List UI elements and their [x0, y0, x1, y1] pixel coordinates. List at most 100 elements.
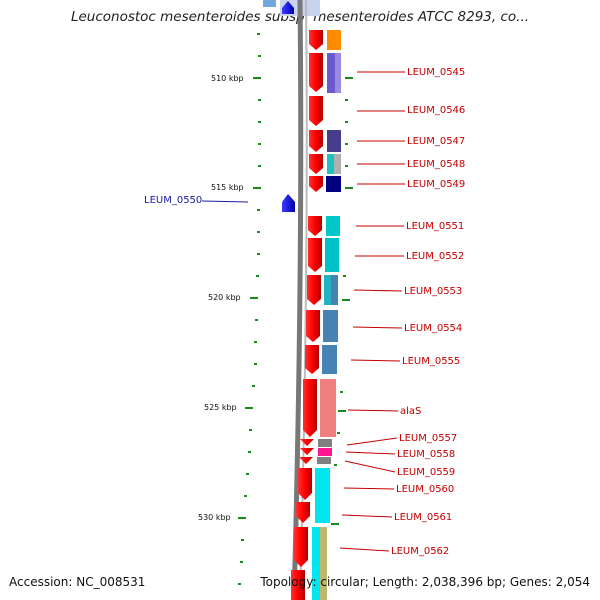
accession-text: Accession: NC_008531	[9, 575, 146, 589]
reverse-gene-top	[282, 1, 294, 14]
gene-label: LEUM_0559	[397, 467, 455, 478]
gene-label: alaS	[400, 406, 421, 417]
cog-block	[326, 176, 341, 192]
leader-line	[345, 451, 396, 455]
minor-tick	[258, 165, 261, 167]
cog-block	[315, 468, 330, 523]
inner-tick	[331, 523, 339, 525]
gene-arrow	[300, 439, 314, 446]
ruler-label: 530 kbp	[198, 513, 231, 522]
cog-block	[335, 53, 341, 93]
cog-block-top-1	[263, 0, 276, 7]
gene-arrow	[309, 154, 323, 174]
minor-tick	[257, 209, 260, 211]
cog-block	[331, 275, 338, 305]
inner-tick	[340, 391, 343, 393]
minor-tick	[257, 33, 260, 35]
gene-arrow	[309, 30, 323, 50]
inner-tick	[342, 299, 350, 301]
inner-tick	[345, 77, 353, 79]
gene-arrow	[308, 216, 322, 236]
minor-tick	[241, 539, 244, 541]
gene-arrow	[309, 130, 323, 152]
leader-lines	[201, 71, 405, 552]
ruler-ticks	[238, 33, 353, 585]
leader-line	[341, 514, 393, 518]
gene-arrow	[307, 275, 321, 305]
leader-line	[350, 359, 401, 362]
inner-tick	[345, 187, 353, 189]
gene-label: LEUM_0554	[404, 323, 462, 334]
cog-block	[324, 275, 331, 305]
reverse-gene-arrow	[282, 194, 295, 212]
cog-block	[320, 379, 336, 437]
cog-block	[323, 310, 338, 342]
ruler-label: 510 kbp	[211, 74, 244, 83]
gene-label: LEUM_0551	[406, 221, 464, 232]
gene-arrow	[305, 345, 319, 374]
gene-arrow	[294, 527, 308, 567]
leader-line	[347, 409, 399, 412]
cog-block	[317, 457, 331, 464]
minor-tick	[257, 231, 260, 233]
gene-arrow	[309, 53, 323, 92]
leader-line	[346, 437, 398, 446]
gene-label: LEUM_0560	[396, 484, 454, 495]
inner-tick	[345, 143, 348, 145]
minor-tick	[254, 341, 257, 343]
inner-tick	[345, 165, 348, 167]
gene-arrow	[300, 448, 314, 455]
minor-tick	[258, 143, 261, 145]
gene-arrow	[298, 468, 312, 500]
minor-tick	[252, 385, 255, 387]
major-tick	[253, 187, 261, 189]
minor-tick	[240, 561, 243, 563]
topology-summary: Topology: circular; Length: 2,038,396 bp…	[260, 575, 590, 589]
minor-tick	[257, 253, 260, 255]
minor-tick	[248, 451, 251, 453]
leader-line	[339, 547, 390, 552]
gene-label: LEUM_0558	[397, 449, 455, 460]
minor-tick	[258, 55, 261, 57]
minor-tick	[258, 99, 261, 101]
cog-block	[327, 130, 341, 152]
major-tick	[238, 517, 246, 519]
gene-label: LEUM_0552	[406, 251, 464, 262]
cog-block	[318, 448, 332, 456]
category-blocks	[312, 30, 341, 600]
cog-block	[320, 527, 327, 600]
minor-tick	[255, 319, 258, 321]
cog-block	[312, 527, 320, 600]
cog-block	[325, 238, 339, 272]
leader-line	[201, 200, 249, 203]
inner-tick	[334, 464, 337, 466]
gene-label: LEUM_0550	[144, 195, 202, 206]
ruler-label: 515 kbp	[211, 183, 244, 192]
gene-arrow	[308, 238, 322, 272]
major-tick	[245, 407, 253, 409]
minor-tick	[246, 473, 249, 475]
cog-block	[327, 154, 334, 174]
ruler-label: 525 kbp	[204, 403, 237, 412]
leader-line	[344, 460, 396, 473]
gene-arrow	[299, 457, 313, 464]
gene-label: LEUM_0548	[407, 159, 465, 170]
leader-line	[343, 487, 395, 490]
cog-block	[318, 439, 332, 447]
gene-label: LEUM_0562	[391, 546, 449, 557]
gene-label: LEUM_0561	[394, 512, 452, 523]
gene-label: LEUM_0557	[399, 433, 457, 444]
cog-block	[334, 154, 341, 174]
inner-tick	[345, 99, 348, 101]
minor-tick	[249, 429, 252, 431]
cog-block	[326, 216, 340, 236]
inner-tick	[338, 410, 346, 412]
minor-tick	[244, 495, 247, 497]
gene-arrow	[309, 176, 323, 192]
inner-tick	[337, 432, 340, 434]
forward-genes	[291, 30, 323, 600]
inner-tick	[343, 275, 346, 277]
gene-arrow	[296, 502, 310, 523]
gene-label: LEUM_0546	[407, 105, 465, 116]
